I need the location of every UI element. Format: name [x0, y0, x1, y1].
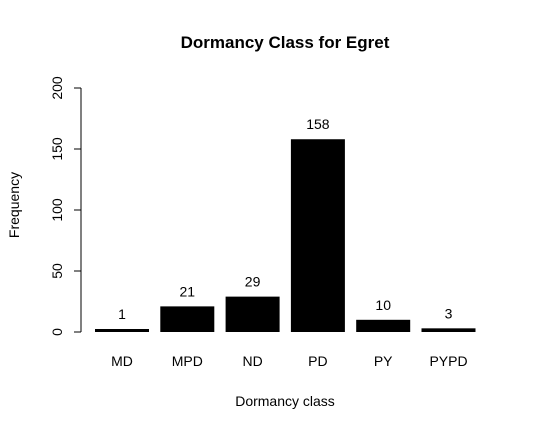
x-tick-label: PY	[374, 353, 393, 369]
y-tick-label: 200	[49, 76, 65, 100]
x-tick-label: ND	[242, 353, 262, 369]
x-axis-label: Dormancy class	[235, 393, 335, 409]
y-tick-label: 0	[49, 328, 65, 336]
x-tick-label: MPD	[172, 353, 203, 369]
data-label: 1	[118, 306, 126, 322]
x-tick-label: PD	[308, 353, 327, 369]
bar-nd	[225, 296, 280, 332]
y-axis: 0 50 100 150 200	[49, 76, 82, 336]
data-label: 29	[245, 274, 261, 290]
data-label: 3	[445, 305, 453, 321]
x-tick-label: MD	[111, 353, 133, 369]
y-tick-label: 50	[49, 263, 65, 279]
y-tick-label: 100	[49, 198, 65, 222]
data-label: 10	[375, 297, 391, 313]
data-labels: 1 21 29 158 10 3	[118, 116, 453, 322]
data-label: 21	[180, 283, 196, 299]
chart-title: Dormancy Class for Egret	[181, 33, 390, 52]
bars	[95, 139, 476, 332]
bar-mpd	[160, 306, 215, 332]
bar-pd	[290, 139, 345, 332]
bar-md	[95, 329, 149, 332]
x-tick-label: PYPD	[429, 353, 467, 369]
y-axis-label: Frequency	[6, 172, 22, 238]
bar-pypd	[421, 328, 476, 332]
bar-py	[356, 319, 411, 332]
data-label: 158	[306, 116, 330, 132]
y-tick-label: 150	[49, 137, 65, 161]
x-tick-labels: MD MPD ND PD PY PYPD	[111, 353, 467, 369]
